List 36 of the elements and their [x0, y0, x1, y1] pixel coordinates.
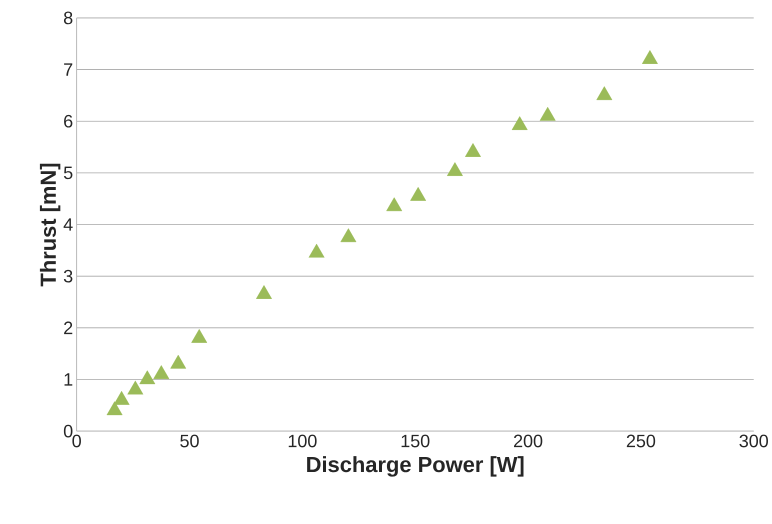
- point: [340, 228, 356, 242]
- x-tick-label: 0: [72, 434, 81, 448]
- point: [256, 285, 272, 300]
- point: [139, 370, 156, 384]
- point: [170, 354, 186, 369]
- y-tick-label: 4: [64, 218, 73, 231]
- point: [596, 86, 612, 100]
- x-axis-title: Discharge Power [W]: [307, 456, 524, 477]
- point: [465, 143, 481, 158]
- x-tick-label: 150: [402, 434, 430, 448]
- x-tick-label: 250: [626, 434, 656, 448]
- point: [446, 162, 463, 176]
- y-tick-label: 0: [64, 424, 72, 438]
- x-tick-label: 100: [288, 434, 317, 448]
- point: [642, 50, 658, 64]
- point: [191, 329, 208, 343]
- point: [512, 116, 528, 130]
- y-tick-label: 7: [64, 64, 72, 76]
- point: [153, 365, 170, 380]
- x-tick-label: 200: [514, 434, 542, 448]
- point: [410, 187, 426, 201]
- y-tick-label: 8: [64, 12, 72, 24]
- point: [106, 401, 123, 416]
- point: [114, 391, 130, 405]
- x-tick-label: 50: [180, 434, 199, 448]
- y-axis-title: Thrust [mN]: [40, 164, 60, 286]
- point: [308, 244, 325, 258]
- point: [127, 380, 144, 395]
- x-tick-label: 300: [739, 434, 768, 448]
- point: [386, 197, 402, 212]
- y-tick-label: 3: [64, 270, 72, 283]
- y-tick-label: 5: [64, 166, 72, 180]
- y-tick-label: 1: [64, 373, 72, 386]
- y-tick-label: 2: [64, 322, 72, 334]
- y-tick-label: 6: [64, 115, 72, 128]
- point: [540, 107, 556, 121]
